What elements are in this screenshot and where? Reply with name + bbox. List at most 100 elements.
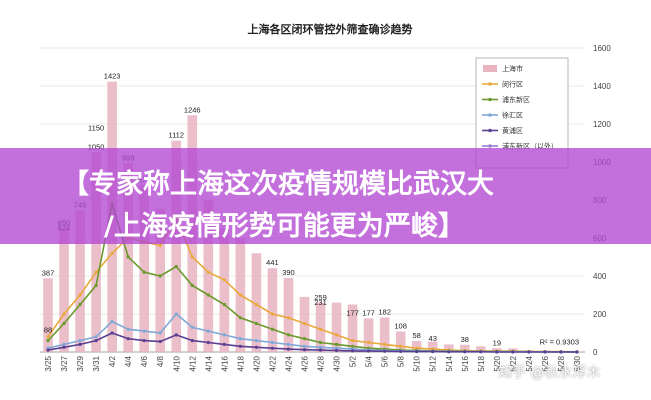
series-point [399, 349, 403, 354]
data-label: 1112 [168, 131, 184, 140]
series-point [238, 337, 242, 341]
series-point [254, 302, 258, 307]
bar [411, 340, 422, 352]
series-point [206, 293, 210, 297]
x-tick-label: 4/26 [300, 355, 309, 371]
series-point [174, 264, 178, 269]
bar [395, 331, 406, 352]
legend-marker [488, 128, 492, 133]
tick-labels: 020040060080010001200140016003/253/273/2… [44, 44, 611, 372]
series-point [78, 302, 82, 307]
data-label: 259 [314, 293, 327, 302]
bar [75, 210, 85, 352]
series-point [479, 350, 483, 354]
data-label: 1150 [88, 124, 104, 133]
series-point [110, 331, 114, 335]
series-point [126, 255, 130, 259]
series-point [110, 251, 114, 255]
data-label: 231 [314, 298, 327, 307]
series-point [302, 344, 307, 348]
watermark: 知乎 @秋水浮木 [498, 365, 601, 381]
series-point [46, 335, 50, 339]
bar [203, 200, 214, 352]
x-tick-label: 4/16 [220, 355, 229, 371]
series-point [78, 342, 82, 346]
x-tick-label: 4/6 [140, 355, 149, 367]
x-tick-label: 4/2 [108, 355, 117, 367]
series-point [270, 346, 275, 350]
series-point [174, 333, 178, 337]
series-point [78, 339, 82, 343]
series-point [62, 342, 66, 346]
legend-label: 浦东新区（以外） [502, 142, 558, 151]
series-point [350, 349, 355, 353]
x-tick-label: 4/22 [268, 355, 277, 371]
legend-label: 闵行区 [502, 80, 523, 89]
series-point [367, 349, 371, 353]
series-point [270, 327, 275, 331]
bar [283, 277, 294, 352]
x-tick-label: 4/30 [333, 355, 342, 371]
x-tick-label: 4/24 [284, 355, 293, 371]
series-point [254, 321, 258, 326]
x-tick-label: 4/10 [172, 355, 181, 371]
series-point [511, 350, 515, 354]
series-point [334, 342, 339, 346]
series-point [238, 293, 242, 297]
x-tick-label: 5/26 [541, 355, 550, 371]
series-point [302, 321, 307, 326]
bar [267, 268, 278, 352]
bar [219, 228, 230, 352]
y-tick-label: 1400 [593, 82, 611, 91]
x-tick-label: 5/10 [413, 355, 422, 371]
series-point [142, 329, 146, 333]
series-point [62, 312, 66, 316]
series-point [62, 345, 66, 349]
series-point [62, 321, 66, 326]
series-point [174, 312, 178, 316]
data-label: 1246 [184, 105, 201, 114]
series-point [302, 337, 307, 341]
series-point [126, 337, 130, 341]
series-point [559, 350, 563, 354]
series-point [222, 302, 226, 307]
x-tick-label: 4/20 [252, 355, 261, 371]
series-point [415, 346, 419, 350]
bar [379, 317, 390, 352]
data-label: 182 [378, 307, 391, 316]
series-point [318, 345, 323, 349]
legend-label: 上海市 [502, 64, 523, 73]
series-point [270, 340, 275, 345]
series-point [463, 350, 467, 354]
legend-marker [488, 82, 492, 86]
series-point [126, 327, 130, 331]
series-point [575, 350, 579, 354]
x-tick-label: 5/14 [445, 355, 454, 371]
y-tick-label: 200 [593, 310, 607, 319]
data-label: 43 [429, 334, 437, 343]
x-tick-label: 5/16 [461, 355, 470, 371]
series-point [527, 350, 531, 354]
data-label: 387 [42, 268, 55, 277]
series-point [415, 350, 419, 354]
y-tick-label: 0 [593, 348, 598, 357]
banner-line-1: 【专家称上海这次疫情规模比武汉大 [62, 169, 494, 200]
bar [476, 346, 486, 352]
x-tick-label: 4/8 [156, 355, 165, 367]
legend-swatch [483, 65, 497, 72]
series-point [238, 316, 242, 320]
series-point [222, 278, 226, 282]
series-point [206, 270, 210, 274]
x-tick-label: 5/30 [573, 355, 582, 371]
series-point [286, 316, 291, 320]
x-tick-label: 4/12 [188, 355, 197, 371]
data-label: 1050 [88, 143, 105, 152]
series-point [190, 255, 194, 259]
y-tick-label: 400 [593, 272, 607, 281]
legend-label: 徐汇区 [502, 111, 523, 120]
bar [155, 209, 166, 352]
bar [347, 304, 358, 352]
series-point [318, 340, 323, 345]
data-label: 19 [493, 338, 501, 347]
series-point [334, 346, 339, 350]
